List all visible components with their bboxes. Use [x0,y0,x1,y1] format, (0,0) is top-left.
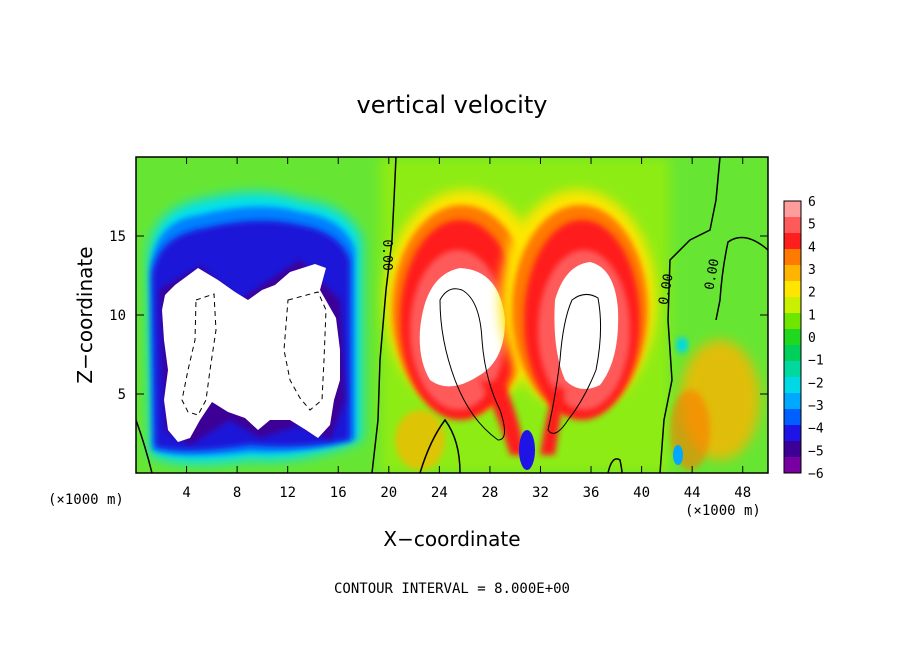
colorbar-label: −1 [808,354,824,369]
colorbar-swatch [784,313,801,330]
colorbar-label: 2 [808,286,816,301]
colorbar-swatch [784,377,801,394]
blue-core [519,430,535,470]
colorbar-label: 1 [808,308,816,323]
colorbar-swatch [784,217,801,234]
colorbar-swatch [784,329,801,346]
chart-title: vertical velocity [357,91,548,119]
x-tick-label: 16 [330,485,347,501]
x-tick-label: 36 [583,485,600,501]
colorbar-swatch [784,441,801,458]
colorbar-swatch [784,297,801,314]
blue-spot [673,445,683,465]
inner-contours [439,288,602,441]
contour-label: 0.00 [702,258,722,291]
colorbar-label: −6 [808,467,824,482]
colorbar-label: −5 [808,444,824,459]
colorbar-label: −4 [808,422,824,437]
contour-label: 0.00 [656,273,676,306]
x-axis-label: X−coordinate [383,527,520,551]
colorbar-swatch [784,249,801,266]
colorbar: 6 5 4 3 2 1 0 −1 −2 −3 −4 −5 −6 [783,195,824,482]
y-axis-ticks: 5 10 15 [109,229,768,403]
colorbar-swatch [784,345,801,362]
x-unit-left: (×1000 m) [48,492,124,508]
colorbar-label: 3 [808,263,816,278]
colorbar-label: 4 [808,240,816,255]
x-tick-label: 8 [233,485,241,501]
cyan-spot [676,337,688,353]
colorbar-label: 5 [808,218,816,233]
y-tick-label: 10 [109,308,126,324]
colorbar-swatch [784,233,801,250]
colorbar-label: 0 [808,331,816,346]
colorbar-label: −2 [808,376,824,391]
colorbar-swatch [784,281,801,298]
x-axis-ticks: 4 8 12 16 20 24 28 32 36 40 44 48 [182,157,751,501]
contours [136,157,768,473]
x-tick-label: 32 [532,485,549,501]
plot-field [136,157,768,473]
y-tick-label: 15 [109,229,126,245]
colorbar-swatch [784,361,801,378]
colorbar-swatch [784,457,801,474]
colorbar-swatch [784,201,801,218]
x-tick-label: 28 [481,485,498,501]
colorbar-swatch [784,425,801,442]
x-tick-label: 20 [380,485,397,501]
y-tick-label: 5 [118,387,126,403]
colorbar-frame [783,200,802,474]
x-tick-label: 44 [684,485,701,501]
contour-interval-note: CONTOUR INTERVAL = 8.000E+00 [334,581,570,597]
x-tick-label: 24 [431,485,448,501]
x-tick-label: 48 [734,485,751,501]
dashed-contours [181,291,327,416]
downdraft-region [148,192,362,464]
colorbar-swatch [784,393,801,410]
contour-label: 0.00 [379,239,394,270]
x-unit-right: (×1000 m) [685,503,761,519]
x-tick-label: 4 [182,485,190,501]
colorbar-swatch [784,265,801,282]
colorbar-label: −3 [808,399,824,414]
leg-right [540,385,565,455]
colorbar-swatch [784,409,801,426]
colorbar-label: 6 [808,195,816,210]
x-tick-label: 40 [633,485,650,501]
field-blob-yellow [395,410,445,470]
updraft-right [500,190,656,420]
x-tick-label: 12 [279,485,296,501]
y-axis-label: Z−coordinate [73,246,97,383]
